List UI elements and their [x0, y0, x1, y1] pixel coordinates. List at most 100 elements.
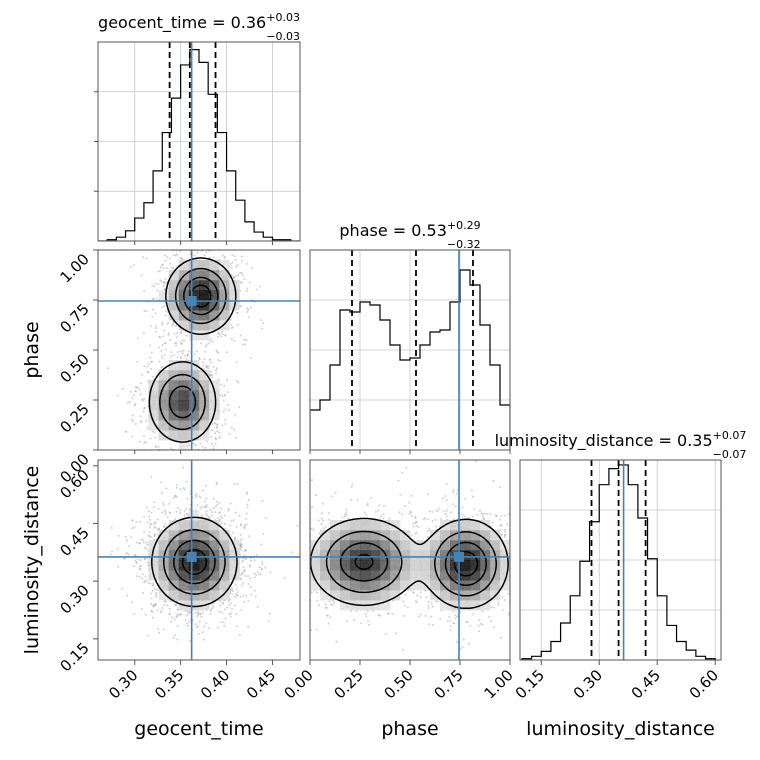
sample-point — [236, 311, 239, 314]
sample-point — [368, 623, 371, 626]
sample-point — [134, 390, 137, 393]
density-cell — [158, 530, 170, 541]
sample-point — [221, 601, 224, 604]
sample-point — [146, 426, 149, 429]
sample-point — [172, 323, 175, 326]
sample-point — [133, 526, 136, 529]
sample-point — [240, 546, 243, 549]
sample-point — [161, 321, 164, 324]
sample-point — [143, 397, 146, 400]
sample-point — [155, 297, 158, 300]
sample-point — [140, 274, 143, 277]
sample-point — [452, 491, 455, 494]
sample-point — [366, 610, 369, 613]
sample-point — [415, 531, 418, 534]
sample-point — [230, 323, 233, 326]
sample-point — [209, 609, 212, 612]
sample-point — [196, 625, 199, 628]
sample-point — [185, 614, 188, 617]
density-cell — [188, 530, 200, 541]
sample-point — [316, 591, 319, 594]
sample-point — [355, 610, 358, 613]
sample-point — [143, 406, 146, 409]
sample-point — [259, 573, 262, 576]
density-cell — [158, 570, 170, 581]
density-cell — [209, 540, 220, 551]
sample-point — [160, 280, 163, 283]
sample-point — [175, 615, 178, 618]
sample-point — [216, 430, 219, 433]
sample-point — [260, 568, 263, 571]
sample-point — [196, 610, 199, 613]
density-cell — [209, 320, 220, 331]
sample-point — [209, 361, 212, 364]
sample-point — [175, 486, 178, 489]
sample-point — [152, 616, 155, 619]
sample-point — [490, 620, 493, 623]
sample-point — [195, 350, 198, 353]
sample-point — [366, 502, 369, 505]
sample-point — [186, 497, 189, 500]
density-cell — [178, 590, 190, 601]
sample-point — [149, 603, 152, 606]
sample-point — [426, 530, 429, 533]
density-cell — [188, 370, 200, 381]
sample-point — [215, 367, 218, 370]
title-plus: +0.29 — [447, 219, 481, 232]
sample-point — [152, 605, 155, 608]
sample-point — [139, 568, 142, 571]
sample-point — [245, 523, 248, 526]
sample-point — [382, 517, 385, 520]
sample-point — [499, 524, 502, 527]
sample-point — [133, 553, 136, 556]
sample-point — [437, 507, 440, 510]
sample-point — [125, 539, 128, 542]
sample-point — [452, 610, 455, 613]
sample-point — [353, 618, 356, 621]
sample-point — [175, 344, 178, 347]
sample-point — [267, 620, 270, 623]
sample-point — [211, 606, 214, 609]
sample-point — [151, 589, 154, 592]
sample-point — [240, 545, 243, 548]
sample-point — [226, 351, 229, 354]
sample-point — [244, 557, 247, 560]
sample-point — [180, 342, 183, 345]
sample-point — [469, 624, 472, 627]
sample-point — [154, 436, 157, 439]
sample-point — [139, 421, 142, 424]
sample-point — [186, 353, 189, 356]
density-cell — [168, 270, 180, 281]
sample-point — [214, 437, 217, 440]
sample-point — [320, 517, 323, 520]
sample-point — [150, 351, 153, 354]
sample-point — [412, 522, 415, 525]
sample-point — [155, 446, 158, 449]
sample-point — [262, 532, 265, 535]
sample-point — [461, 646, 464, 649]
sample-point — [186, 354, 189, 357]
density-cell — [219, 570, 230, 581]
sample-point — [264, 517, 267, 520]
sample-point — [446, 518, 449, 521]
sample-point — [138, 568, 141, 571]
sample-point — [143, 580, 146, 583]
sample-point — [497, 601, 500, 604]
sample-point — [215, 426, 218, 429]
sample-point — [176, 624, 179, 627]
density-cell — [158, 400, 170, 411]
sample-point — [218, 431, 221, 434]
density-cell — [219, 540, 230, 551]
sample-point — [507, 613, 510, 616]
sample-point — [223, 608, 226, 611]
sample-point — [132, 263, 135, 266]
title-main: luminosity_distance = 0.35 — [495, 431, 713, 451]
sample-point — [419, 596, 422, 599]
sample-point — [183, 488, 186, 491]
sample-point — [445, 509, 448, 512]
density-cell — [229, 560, 240, 571]
sample-point — [143, 290, 146, 293]
sample-point — [149, 344, 152, 347]
density-cell — [158, 540, 170, 551]
sample-point — [157, 507, 160, 510]
